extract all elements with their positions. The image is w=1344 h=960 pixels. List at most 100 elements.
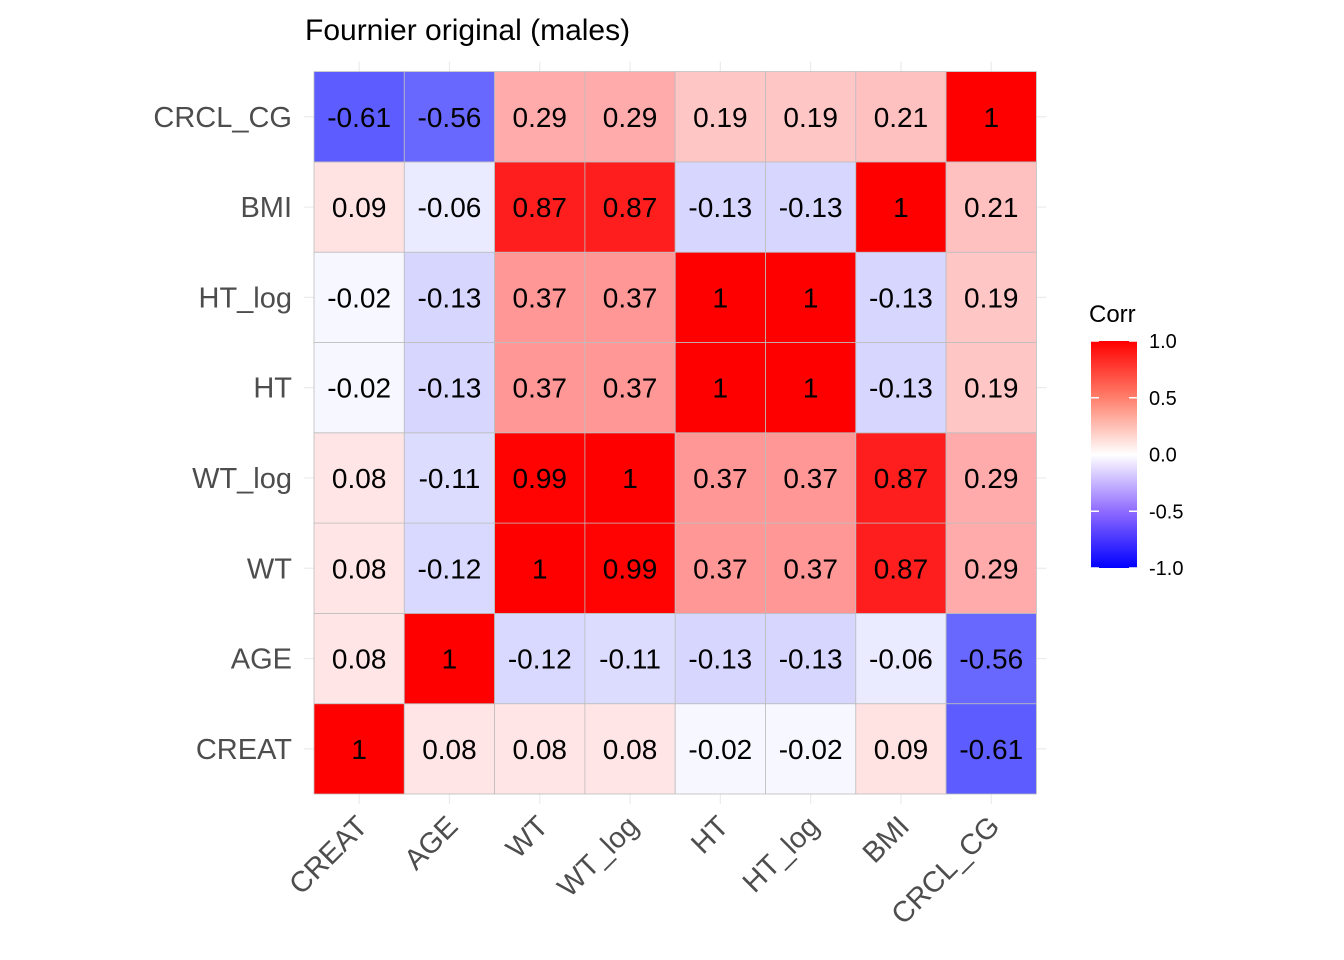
heatmap-cell bbox=[403, 613, 495, 705]
heatmap-cell bbox=[584, 161, 676, 253]
cell-value-label: -0.02 bbox=[327, 282, 391, 313]
heatmap-cell bbox=[584, 613, 676, 705]
y-tick-label: CRCL_CG bbox=[153, 102, 292, 134]
legend-tick-label: 0.5 bbox=[1149, 388, 1177, 410]
cell-value-label: 0.08 bbox=[332, 553, 387, 584]
cell-value-label: 0.29 bbox=[603, 102, 658, 133]
heatmap-cell bbox=[765, 342, 857, 434]
cell-value-label: -0.56 bbox=[418, 102, 482, 133]
cell-value-label: 0.21 bbox=[964, 192, 1019, 223]
heatmap-cell bbox=[945, 71, 1037, 163]
heatmap-cell bbox=[765, 703, 857, 795]
cell-value-label: 1 bbox=[351, 734, 367, 765]
heatmap-cell bbox=[945, 161, 1037, 253]
cell-value-label: -0.13 bbox=[418, 282, 482, 313]
y-tick-label: CREAT bbox=[196, 734, 292, 766]
heatmap-cell bbox=[403, 71, 495, 163]
cell-value-label: 0.37 bbox=[513, 282, 568, 313]
heatmap-cell bbox=[674, 161, 766, 253]
cell-value-label: 0.37 bbox=[513, 373, 568, 404]
cell-value-label: -0.13 bbox=[688, 192, 752, 223]
heatmap-cell bbox=[494, 342, 586, 434]
heatmap-cell bbox=[945, 703, 1037, 795]
heatmap-cell bbox=[313, 251, 405, 343]
cell-value-label: -0.11 bbox=[599, 644, 661, 675]
heatmap-cell bbox=[494, 161, 586, 253]
x-tick-label: HT bbox=[685, 810, 735, 860]
cell-value-label: -0.12 bbox=[418, 553, 482, 584]
heatmap-cell bbox=[313, 522, 405, 614]
y-tick-label: AGE bbox=[231, 644, 292, 676]
cell-value-label: 0.08 bbox=[603, 734, 658, 765]
heatmap-cell bbox=[403, 432, 495, 524]
heatmap-cell bbox=[313, 613, 405, 705]
heatmap-cell bbox=[674, 71, 766, 163]
cell-value-label: 0.08 bbox=[332, 644, 387, 675]
y-tick-label: BMI bbox=[240, 192, 292, 224]
heatmap-cell bbox=[584, 251, 676, 343]
cell-value-label: 0.87 bbox=[603, 192, 658, 223]
heatmap-cells bbox=[313, 71, 1037, 795]
cell-value-label: 1 bbox=[893, 192, 909, 223]
heatmap-cell bbox=[765, 613, 857, 705]
x-tick-label: BMI bbox=[857, 810, 916, 869]
cell-value-label: 0.19 bbox=[964, 282, 1019, 313]
heatmap-cell bbox=[765, 432, 857, 524]
x-tick-label: HT_log bbox=[737, 810, 826, 899]
cell-value-label: 1 bbox=[983, 102, 999, 133]
heatmap-cell bbox=[584, 71, 676, 163]
cell-value-label: -0.56 bbox=[959, 644, 1023, 675]
cell-value-label: 0.09 bbox=[874, 734, 929, 765]
heatmap-cell bbox=[494, 251, 586, 343]
cell-value-label: -0.12 bbox=[508, 644, 572, 675]
cell-value-label: 1 bbox=[803, 373, 819, 404]
heatmap-cell bbox=[494, 522, 586, 614]
heatmap-cell bbox=[945, 613, 1037, 705]
cell-value-label: -0.13 bbox=[779, 644, 843, 675]
chart-title: Fournier original (males) bbox=[305, 14, 630, 47]
cell-value-label: 0.21 bbox=[874, 102, 929, 133]
legend-tick-label: 1.0 bbox=[1149, 331, 1177, 353]
cell-value-label: 0.99 bbox=[603, 553, 658, 584]
cell-value-label: 0.37 bbox=[783, 463, 838, 494]
heatmap-cell bbox=[313, 71, 405, 163]
heatmap-cell bbox=[765, 161, 857, 253]
cell-value-label: 0.08 bbox=[332, 463, 387, 494]
cell-value-label: 0.87 bbox=[874, 463, 929, 494]
legend-tick-label: -1.0 bbox=[1149, 558, 1183, 580]
cell-value-label: 0.29 bbox=[964, 553, 1019, 584]
x-tick-label: AGE bbox=[398, 810, 464, 876]
cell-value-label: 0.37 bbox=[783, 553, 838, 584]
y-tick-label: WT_log bbox=[192, 463, 292, 495]
cell-labels: 1 0.08 0.08 0.08 -0.02 -0.02 0.09 -0.61 0.08 1 -0.… bbox=[327, 102, 1023, 765]
cell-value-label: 0.37 bbox=[693, 553, 748, 584]
cell-value-label: 0.99 bbox=[513, 463, 568, 494]
heatmap-cell bbox=[945, 432, 1037, 524]
cell-value-label: 1 bbox=[532, 553, 548, 584]
heatmap-cell bbox=[313, 703, 405, 795]
heatmap-cell bbox=[855, 432, 947, 524]
cell-value-label: 0.37 bbox=[603, 373, 658, 404]
cell-value-label: 0.37 bbox=[693, 463, 748, 494]
heatmap-cell bbox=[674, 522, 766, 614]
cell-value-label: 1 bbox=[713, 282, 729, 313]
cell-value-label: -0.11 bbox=[419, 463, 481, 494]
cell-value-label: -0.02 bbox=[779, 734, 843, 765]
heatmap-cell bbox=[403, 342, 495, 434]
legend-ticks: 1.0 0.5 0.0 -0.5 -1.0 bbox=[1091, 331, 1183, 580]
heatmap-cell bbox=[403, 703, 495, 795]
heatmap-cell bbox=[584, 703, 676, 795]
cell-value-label: 0.08 bbox=[513, 734, 568, 765]
cell-value-label: 1 bbox=[622, 463, 638, 494]
cell-value-label: -0.61 bbox=[959, 734, 1023, 765]
cell-value-label: 1 bbox=[442, 644, 458, 675]
legend-title: Corr bbox=[1089, 301, 1136, 328]
cell-value-label: 1 bbox=[803, 282, 819, 313]
cell-value-label: -0.06 bbox=[418, 192, 482, 223]
heatmap-cell bbox=[855, 342, 947, 434]
cell-value-label: 1 bbox=[713, 373, 729, 404]
y-tick-label: HT_log bbox=[199, 282, 293, 314]
cell-value-label: -0.13 bbox=[418, 373, 482, 404]
